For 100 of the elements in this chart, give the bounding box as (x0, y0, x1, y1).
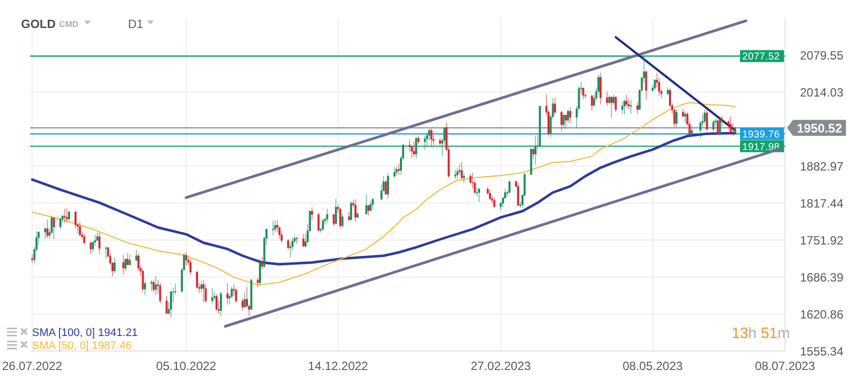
candlestick (370, 201, 372, 212)
candlestick (159, 282, 162, 304)
candlestick (190, 258, 192, 276)
candlestick (142, 270, 144, 292)
candlestick (348, 211, 350, 222)
candlestick (244, 292, 246, 308)
candlestick (354, 199, 356, 222)
candlestick (560, 110, 563, 132)
candlestick (256, 278, 259, 288)
candlestick (114, 257, 116, 274)
candlestick (365, 194, 368, 215)
candlestick (654, 78, 656, 90)
x-tick-label: 08.07.2023 (754, 359, 816, 373)
candlestick (493, 197, 496, 208)
candlestick (96, 232, 98, 242)
candlestick (721, 115, 724, 127)
candlestick (718, 118, 721, 136)
candlestick (636, 101, 638, 114)
candlestick (684, 110, 686, 124)
candlestick (538, 106, 541, 146)
x-tick-label: 05.10.2022 (156, 359, 217, 373)
candlestick (582, 88, 584, 100)
candlestick (68, 210, 70, 221)
candlestick (623, 99, 626, 115)
candlestick (564, 114, 567, 129)
annotation: CMD (59, 19, 78, 29)
candlestick (508, 180, 510, 194)
x-tick-label: 08.05.2023 (622, 359, 684, 373)
candlestick (600, 72, 602, 105)
candlestick (430, 128, 432, 146)
candlestick (384, 180, 387, 194)
x-tick-label: 27.02.2023 (470, 359, 532, 373)
candlestick (372, 198, 374, 210)
ref-line-label: 1950.52 (796, 121, 842, 136)
candlestick (398, 163, 400, 176)
y-tick-label: 1686.39 (800, 270, 844, 284)
candlestick (216, 294, 218, 311)
candlestick (126, 252, 129, 266)
candlestick (124, 258, 126, 272)
candlestick (439, 137, 442, 146)
candlestick (393, 166, 396, 178)
candlestick (530, 148, 532, 176)
candlestick (341, 214, 344, 228)
annotation: D1 (128, 17, 144, 31)
candlestick (367, 204, 370, 216)
candlestick (426, 132, 428, 148)
candlestick (554, 97, 556, 115)
candlestick (322, 218, 324, 232)
chart-title: GOLD (21, 17, 56, 31)
candlestick (261, 256, 264, 270)
candlestick (730, 116, 732, 134)
candlestick (478, 187, 480, 202)
candlestick (676, 108, 678, 128)
x-tick-label: 14.12.2022 (308, 359, 368, 373)
candlestick (185, 252, 188, 266)
candlestick (682, 108, 684, 118)
candlestick (250, 278, 252, 310)
candlestick (44, 226, 46, 240)
candlestick (170, 290, 172, 318)
candlestick (417, 135, 420, 144)
candlestick (606, 91, 608, 106)
candlestick (712, 120, 714, 135)
x-tick-label: 26.07.2022 (2, 359, 63, 373)
candlestick (280, 230, 283, 244)
candlestick (626, 94, 628, 108)
candlestick (135, 249, 138, 262)
candlestick (274, 220, 276, 232)
candlestick (196, 270, 198, 289)
candlestick (235, 288, 238, 304)
candlestick (460, 162, 463, 180)
candlestick (612, 94, 615, 106)
candlestick (83, 233, 86, 244)
line-series (32, 102, 736, 286)
candlestick (154, 276, 157, 296)
candlestick (59, 218, 62, 230)
candlestick (424, 136, 426, 150)
y-tick-label: 1882.97 (800, 159, 844, 174)
candlestick (628, 98, 630, 110)
candlestick (562, 114, 565, 129)
candlestick (334, 198, 337, 226)
y-tick-label: 1751.92 (800, 233, 844, 248)
y-tick-label: 2014.03 (800, 85, 844, 100)
candlestick (144, 281, 146, 296)
candlestick (734, 126, 736, 136)
candlestick (150, 280, 152, 292)
candlestick (122, 254, 124, 275)
candlestick (386, 173, 389, 199)
candlestick (52, 217, 55, 240)
candlestick (90, 242, 92, 254)
candlestick (454, 170, 456, 180)
candlestick (500, 201, 502, 210)
candlestick (532, 148, 534, 160)
candlestick (339, 208, 342, 228)
candlestick (98, 232, 100, 254)
annotation: 13h 51m (732, 325, 790, 342)
ref-line-label: 1939.76 (742, 130, 780, 141)
candlestick (302, 233, 304, 248)
candlestick (413, 140, 416, 158)
candlestick (350, 200, 352, 221)
candlestick (326, 208, 328, 224)
